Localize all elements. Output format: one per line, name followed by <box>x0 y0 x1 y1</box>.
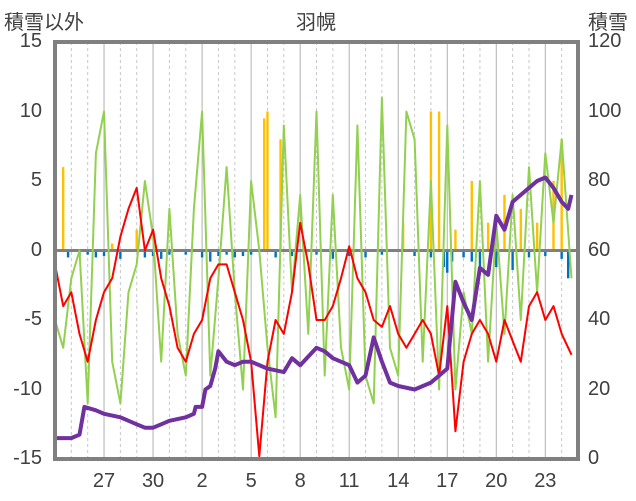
precip-bar <box>94 250 98 258</box>
precip-bar <box>478 250 482 272</box>
precip-bar <box>535 222 539 251</box>
plot-frame <box>53 40 580 461</box>
precip-bar <box>135 229 138 251</box>
precip-bar <box>347 250 351 257</box>
series-lines <box>54 96 574 458</box>
left-tick-label: 10 <box>19 99 42 122</box>
precip-bar <box>209 250 212 262</box>
left-tick-label: 15 <box>19 30 42 52</box>
snow_depth-line <box>55 175 574 441</box>
right-axis-title: 積雪 <box>588 12 628 34</box>
left-tick-label: -10 <box>13 377 42 400</box>
x-tick-label: 11 <box>338 470 360 492</box>
temperature-line <box>54 186 573 458</box>
left-tick-label: -15 <box>13 447 42 469</box>
precip-bar <box>249 250 253 255</box>
precip-bar <box>61 167 65 251</box>
precip-bar <box>168 250 171 255</box>
precip-bar <box>511 250 514 270</box>
right-tick-label: 120 <box>588 30 622 52</box>
precip-bar <box>274 250 277 258</box>
precip-bar <box>217 250 220 257</box>
precip-bar <box>160 250 163 259</box>
x-tick-label: 23 <box>534 470 557 492</box>
precip-bar <box>454 229 457 251</box>
precip-bar <box>184 250 187 255</box>
x-tick-label: 5 <box>245 470 257 492</box>
left-tick-label: 5 <box>30 169 42 191</box>
precip-bar <box>429 250 433 258</box>
precip-bar <box>111 243 114 251</box>
left-tick-label: -5 <box>24 308 42 330</box>
precip-bar <box>66 250 70 258</box>
right-tick-label: 0 <box>588 447 600 469</box>
x-tick-label: 30 <box>141 470 165 492</box>
precip-bar <box>151 250 155 257</box>
precip-bar <box>519 208 522 251</box>
right-tick-label: 100 <box>588 99 622 122</box>
precip-bar <box>470 181 473 251</box>
left-tick-label: 0 <box>30 238 42 261</box>
x-tick-label: 27 <box>92 470 116 492</box>
precip-bar <box>503 194 506 251</box>
precip-bar <box>315 250 318 255</box>
precip-bar <box>446 250 449 273</box>
precip-bar <box>566 250 570 279</box>
precip-bar <box>437 111 441 251</box>
precip-bar <box>544 250 547 257</box>
wind-line <box>54 96 573 419</box>
precip-bar <box>413 250 416 257</box>
x-tick-label: 14 <box>387 470 410 492</box>
precip-bar <box>560 250 563 259</box>
precip-bar <box>143 250 147 258</box>
x-tick-label: 17 <box>436 470 459 492</box>
x-tick-label: 2 <box>196 470 208 492</box>
precip-bar <box>233 250 236 258</box>
precip-bar <box>470 250 473 262</box>
precip-bar <box>560 139 563 251</box>
precip-bar <box>241 250 245 257</box>
left-axis-title: 積雪以外 <box>4 12 84 34</box>
chart-title: 羽幌 <box>296 12 336 34</box>
right-tick-label: 60 <box>588 238 611 261</box>
precip-bar <box>263 118 266 251</box>
x-tick-label: 20 <box>485 470 508 492</box>
precip-bar <box>119 250 122 259</box>
x-tick-label: 8 <box>294 470 306 492</box>
precip-bar <box>102 250 106 257</box>
right-tick-label: 20 <box>588 377 611 400</box>
precip-bar <box>225 250 228 255</box>
precip-bar <box>495 250 498 268</box>
precip-bar <box>279 139 282 251</box>
precip-bars <box>61 111 570 279</box>
precip-bar <box>380 250 384 255</box>
precip-bar <box>266 111 269 251</box>
precip-bar <box>486 222 490 251</box>
right-tick-label: 40 <box>588 308 611 330</box>
precip-bar <box>462 250 465 258</box>
precip-bar <box>290 250 294 257</box>
precip-bar <box>200 250 204 258</box>
precip-bar <box>364 250 367 258</box>
precip-bar <box>86 250 89 255</box>
precip-bar <box>527 250 531 258</box>
right-tick-label: 80 <box>588 169 611 191</box>
precip-bar <box>331 250 335 259</box>
